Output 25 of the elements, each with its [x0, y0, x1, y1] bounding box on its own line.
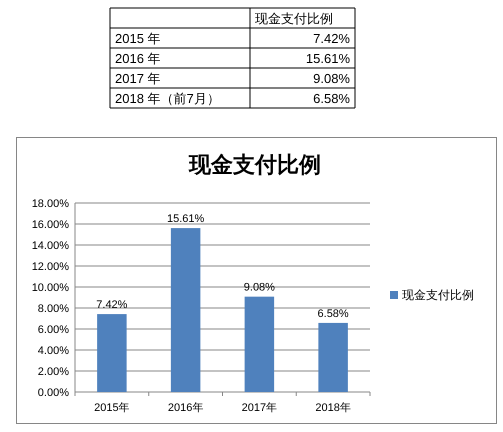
y-tick-label: 2.00% — [38, 366, 70, 378]
y-tick-label: 4.00% — [38, 345, 70, 357]
bar — [318, 322, 348, 392]
y-tick-label: 12.00% — [32, 261, 70, 273]
data-label: 9.08% — [244, 282, 276, 294]
bar — [244, 296, 274, 392]
data-label: 15.61% — [166, 213, 204, 226]
y-tick-label: 6.00% — [38, 324, 70, 336]
bar — [170, 228, 200, 392]
chart-title: 现金支付比例 — [188, 152, 321, 177]
bar — [97, 314, 127, 392]
y-tick-label: 8.00% — [38, 303, 70, 315]
x-tick-label: 2016年 — [168, 402, 204, 414]
table: 现金支付比例 2015 年 7.42% 2016 年 15.61% 2017 年 9.08% 2018 年（前7月） 6.58% — [110, 8, 356, 108]
x-tick-label: 2017年 — [242, 402, 278, 414]
y-tick-label: 18.00% — [32, 198, 70, 210]
y-tick-label: 0.00% — [38, 387, 70, 399]
y-tick-label: 10.00% — [32, 282, 70, 294]
data-label: 7.42% — [96, 299, 128, 312]
y-tick-label: 14.00% — [32, 240, 70, 252]
x-tick-label: 2018年 — [315, 402, 351, 414]
legend-label: 现金支付比例 — [402, 288, 474, 302]
data-label: 6.58% — [318, 308, 349, 320]
y-tick-label: 16.00% — [32, 219, 70, 231]
x-tick-label: 2015年 — [94, 402, 130, 414]
